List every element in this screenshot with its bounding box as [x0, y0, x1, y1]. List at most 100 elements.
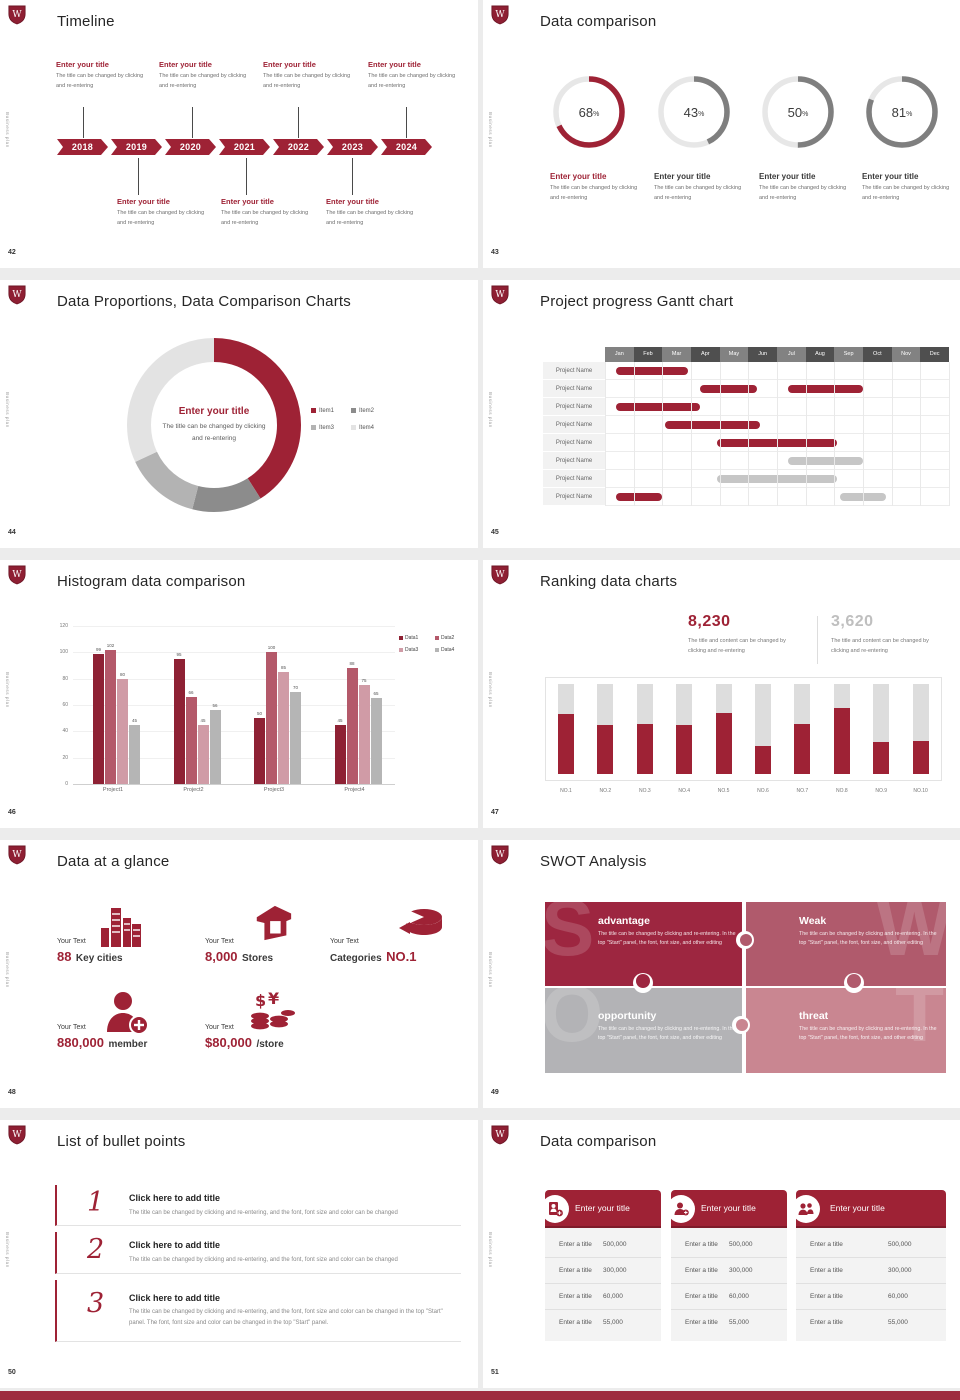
card-data-row: Enter a title 500,000 [545, 1231, 661, 1257]
gantt-gridline [891, 362, 893, 506]
slide-42-timeline[interactable]: W Business plan Timeline 42 Enter your t… [0, 0, 478, 268]
brand-shield-logo: W [8, 845, 26, 865]
svg-text:W: W [12, 290, 22, 300]
timeline-year: 2024 [381, 139, 432, 155]
ranking-bar-track [597, 684, 614, 774]
card-data-row: Enter a title 500,000 [796, 1231, 946, 1257]
row-label: Enter a title [559, 1267, 592, 1274]
legend-entry: Data4 [435, 644, 471, 656]
slide-44-data-proportions[interactable]: W Business plan Data Proportions, Data C… [0, 280, 478, 548]
ranking-bar-track [715, 684, 732, 774]
donut-segment-Item4 [127, 338, 301, 512]
x-axis-label: Project3 [263, 787, 285, 793]
legend-swatch [435, 636, 439, 640]
gantt-gridline [949, 362, 950, 506]
gantt-month-header: Oct [863, 347, 892, 362]
gantt-month-header: Feb [633, 347, 663, 362]
legend-swatch [311, 425, 316, 430]
cell-50: W Business plan List of bullet points 50… [0, 1120, 480, 1400]
slide-47-ranking[interactable]: W Business plan Ranking data charts 47 8… [483, 560, 960, 828]
bullet-item-3: 3 Click here to add title The title can … [55, 1280, 461, 1342]
svg-text:W: W [495, 290, 505, 300]
slide-51-data-comparison-cards[interactable]: W Business plan Data comparison 51 Enter… [483, 1120, 960, 1388]
cell-45: W Business plan Project progress Gantt c… [480, 280, 960, 560]
ranking-bar-label: NO.2 [599, 788, 612, 794]
ranking-bar-label: NO.4 [678, 788, 691, 794]
gridline [73, 757, 395, 759]
swot-weakness-quad: W Weak The title can be changed by click… [746, 902, 946, 986]
bar-value-label: 88 [349, 661, 355, 667]
cell-46: W Business plan Histogram data compariso… [0, 560, 480, 840]
card-data-row: Enter a title 55,000 [796, 1309, 946, 1335]
ranking-bar-label: NO.5 [717, 788, 730, 794]
cell-48: W Business plan Data at a glance 48 Your… [0, 840, 480, 1120]
stat-value: 880,000 member [57, 1035, 148, 1050]
timeline-year: 2018 [57, 139, 108, 155]
ranking-bar-fill [912, 740, 929, 774]
ring-value: 68% [578, 104, 600, 120]
data-card-1: Enter your title Enter a title 500,000 Ent… [541, 1190, 661, 1343]
gantt-month-header: May [719, 347, 749, 362]
histogram-bar [105, 649, 116, 784]
cell-47: W Business plan Ranking data charts 47 8… [480, 560, 960, 840]
progress-ring: 43% [656, 74, 732, 150]
brand-shield-logo: W [491, 845, 509, 865]
svg-text:W: W [495, 570, 505, 580]
slide-46-histogram[interactable]: W Business plan Histogram data compariso… [0, 560, 478, 828]
ranking-bar-label: NO.7 [796, 788, 809, 794]
legend-swatch [399, 648, 403, 652]
slide-50-bullet-list[interactable]: W Business plan List of bullet points 50… [0, 1120, 478, 1388]
slide-45-gantt[interactable]: W Business plan Project progress Gantt c… [483, 280, 960, 548]
row-label: Enter a title [810, 1319, 843, 1326]
puzzle-tab [736, 1019, 748, 1031]
histogram-bar [254, 718, 265, 784]
stat-secondary: 3,620 The title and content can be chang… [831, 613, 929, 654]
card-body: Enter a title 500,000 Enter a title 300,000… [796, 1228, 946, 1341]
slide-49-swot[interactable]: W Business plan SWOT Analysis 49 S advan… [483, 840, 960, 1108]
page-title: Timeline [57, 13, 115, 30]
row-value: 55,000 [888, 1319, 908, 1326]
row-value: 60,000 [729, 1293, 749, 1300]
bar-value-label: 85 [280, 665, 286, 671]
bar-value-label: 66 [188, 690, 194, 696]
ranking-bar-label: NO.6 [757, 788, 769, 794]
sidebar-watermark: Business plan [5, 112, 10, 148]
x-axis-label: Project2 [183, 787, 204, 793]
page-title: SWOT Analysis [540, 853, 647, 870]
brand-shield-logo: W [8, 565, 26, 585]
gantt-month-header: Jul [777, 347, 806, 362]
gantt-bar [788, 385, 863, 393]
ranking-bar-label: NO.3 [638, 788, 651, 794]
row-value: 300,000 [729, 1267, 753, 1274]
gantt-row-label: Project Name [543, 434, 605, 452]
slide-43-data-comparison[interactable]: W Business plan Data comparison 43 68% 4… [483, 0, 960, 268]
timeline-item: Enter your title The title can be changed… [117, 197, 205, 226]
city-icon [101, 908, 141, 947]
legend-entry: Item4 [351, 419, 391, 436]
bar-value-label: 99 [95, 646, 101, 652]
gantt-row-label: Project Name [543, 452, 605, 470]
gridline [73, 678, 395, 680]
ring-value: 43% [683, 104, 705, 120]
connector-line [138, 158, 139, 195]
ranking-bar-fill [636, 723, 653, 774]
page-title: Data comparison [540, 1133, 657, 1150]
ranking-bar-label: NO.1 [560, 788, 572, 794]
row-value: 60,000 [603, 1293, 623, 1300]
row-value: 300,000 [888, 1267, 912, 1274]
row-label: Enter a title [559, 1293, 592, 1300]
slide-number: 46 [8, 809, 16, 816]
gantt-gridline [748, 362, 750, 506]
gantt-month-header: Jan [605, 347, 634, 362]
connector-line [352, 158, 353, 195]
timeline-year: 2021 [219, 139, 270, 155]
card-header: Enter your title [667, 1190, 787, 1228]
puzzle-tab [636, 974, 650, 988]
legend-swatch [351, 408, 356, 413]
slide-48-data-glance[interactable]: W Business plan Data at a glance 48 Your… [0, 840, 478, 1108]
histogram-bar [209, 710, 221, 784]
svg-text:W: W [12, 10, 22, 20]
legend-entry: Item2 [351, 402, 391, 419]
histogram-bar [129, 724, 140, 784]
